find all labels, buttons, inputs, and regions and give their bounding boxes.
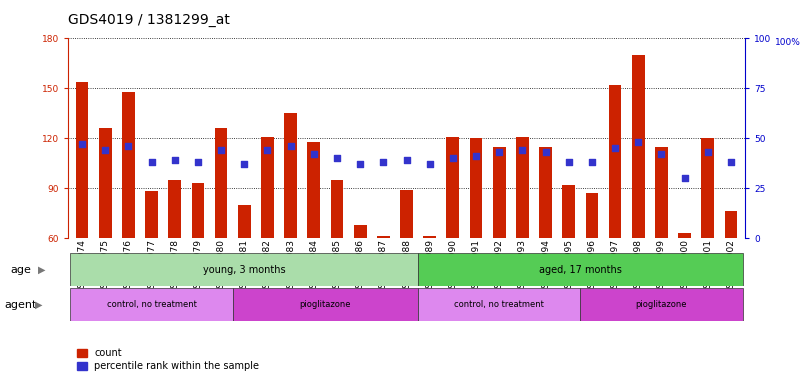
Text: GDS4019 / 1381299_at: GDS4019 / 1381299_at	[68, 13, 230, 27]
Point	[516, 147, 529, 153]
Text: age: age	[10, 265, 31, 275]
Point	[400, 157, 413, 163]
Legend: count, percentile rank within the sample: count, percentile rank within the sample	[73, 344, 264, 375]
Point	[284, 143, 297, 149]
Point	[215, 147, 227, 153]
Point	[261, 147, 274, 153]
Point	[354, 161, 367, 167]
Bar	[99, 128, 111, 238]
Bar	[232, 288, 418, 321]
Bar	[400, 190, 413, 238]
Bar	[725, 212, 738, 238]
Point	[75, 141, 88, 147]
Point	[446, 155, 459, 161]
Bar	[284, 113, 297, 238]
Bar	[678, 233, 691, 238]
Point	[99, 147, 111, 153]
Bar	[168, 180, 181, 238]
Text: control, no treatment: control, no treatment	[454, 300, 544, 309]
Point	[145, 159, 158, 165]
Bar	[308, 142, 320, 238]
Point	[122, 143, 135, 149]
Bar	[655, 147, 668, 238]
Bar	[238, 205, 251, 238]
Bar	[215, 128, 227, 238]
Bar	[354, 225, 367, 238]
Point	[469, 153, 482, 159]
Text: aged, 17 months: aged, 17 months	[539, 265, 622, 275]
Point	[191, 159, 204, 165]
Bar	[586, 193, 598, 238]
Point	[539, 149, 552, 155]
Text: 100%: 100%	[775, 38, 801, 47]
Point	[168, 157, 181, 163]
Text: ▶: ▶	[35, 300, 42, 310]
Text: pioglitazone: pioglitazone	[636, 300, 687, 309]
Bar	[702, 138, 714, 238]
Point	[725, 159, 738, 165]
Bar	[418, 253, 743, 286]
Bar	[469, 138, 482, 238]
Point	[493, 149, 505, 155]
Text: agent: agent	[4, 300, 36, 310]
Bar	[122, 92, 135, 238]
Bar	[191, 183, 204, 238]
Bar	[75, 82, 88, 238]
Point	[678, 175, 691, 181]
Point	[562, 159, 575, 165]
Bar	[632, 55, 645, 238]
Text: young, 3 months: young, 3 months	[203, 265, 286, 275]
Point	[655, 151, 668, 157]
Bar	[423, 237, 436, 238]
Point	[377, 159, 390, 165]
Bar	[562, 185, 575, 238]
Bar	[377, 237, 390, 238]
Point	[331, 155, 344, 161]
Bar	[516, 137, 529, 238]
Point	[308, 151, 320, 157]
Bar	[331, 180, 344, 238]
Text: control, no treatment: control, no treatment	[107, 300, 196, 309]
Bar	[418, 288, 581, 321]
Point	[702, 149, 714, 155]
Point	[423, 161, 436, 167]
Text: ▶: ▶	[38, 265, 46, 275]
Bar	[539, 147, 552, 238]
Bar	[609, 85, 622, 238]
Point	[586, 159, 598, 165]
Bar	[446, 137, 459, 238]
Point	[238, 161, 251, 167]
Point	[609, 145, 622, 151]
Bar	[261, 137, 274, 238]
Text: pioglitazone: pioglitazone	[300, 300, 351, 309]
Bar	[145, 192, 158, 238]
Bar	[581, 288, 743, 321]
Point	[632, 139, 645, 145]
Bar	[70, 253, 418, 286]
Bar	[493, 147, 505, 238]
Bar	[70, 288, 232, 321]
